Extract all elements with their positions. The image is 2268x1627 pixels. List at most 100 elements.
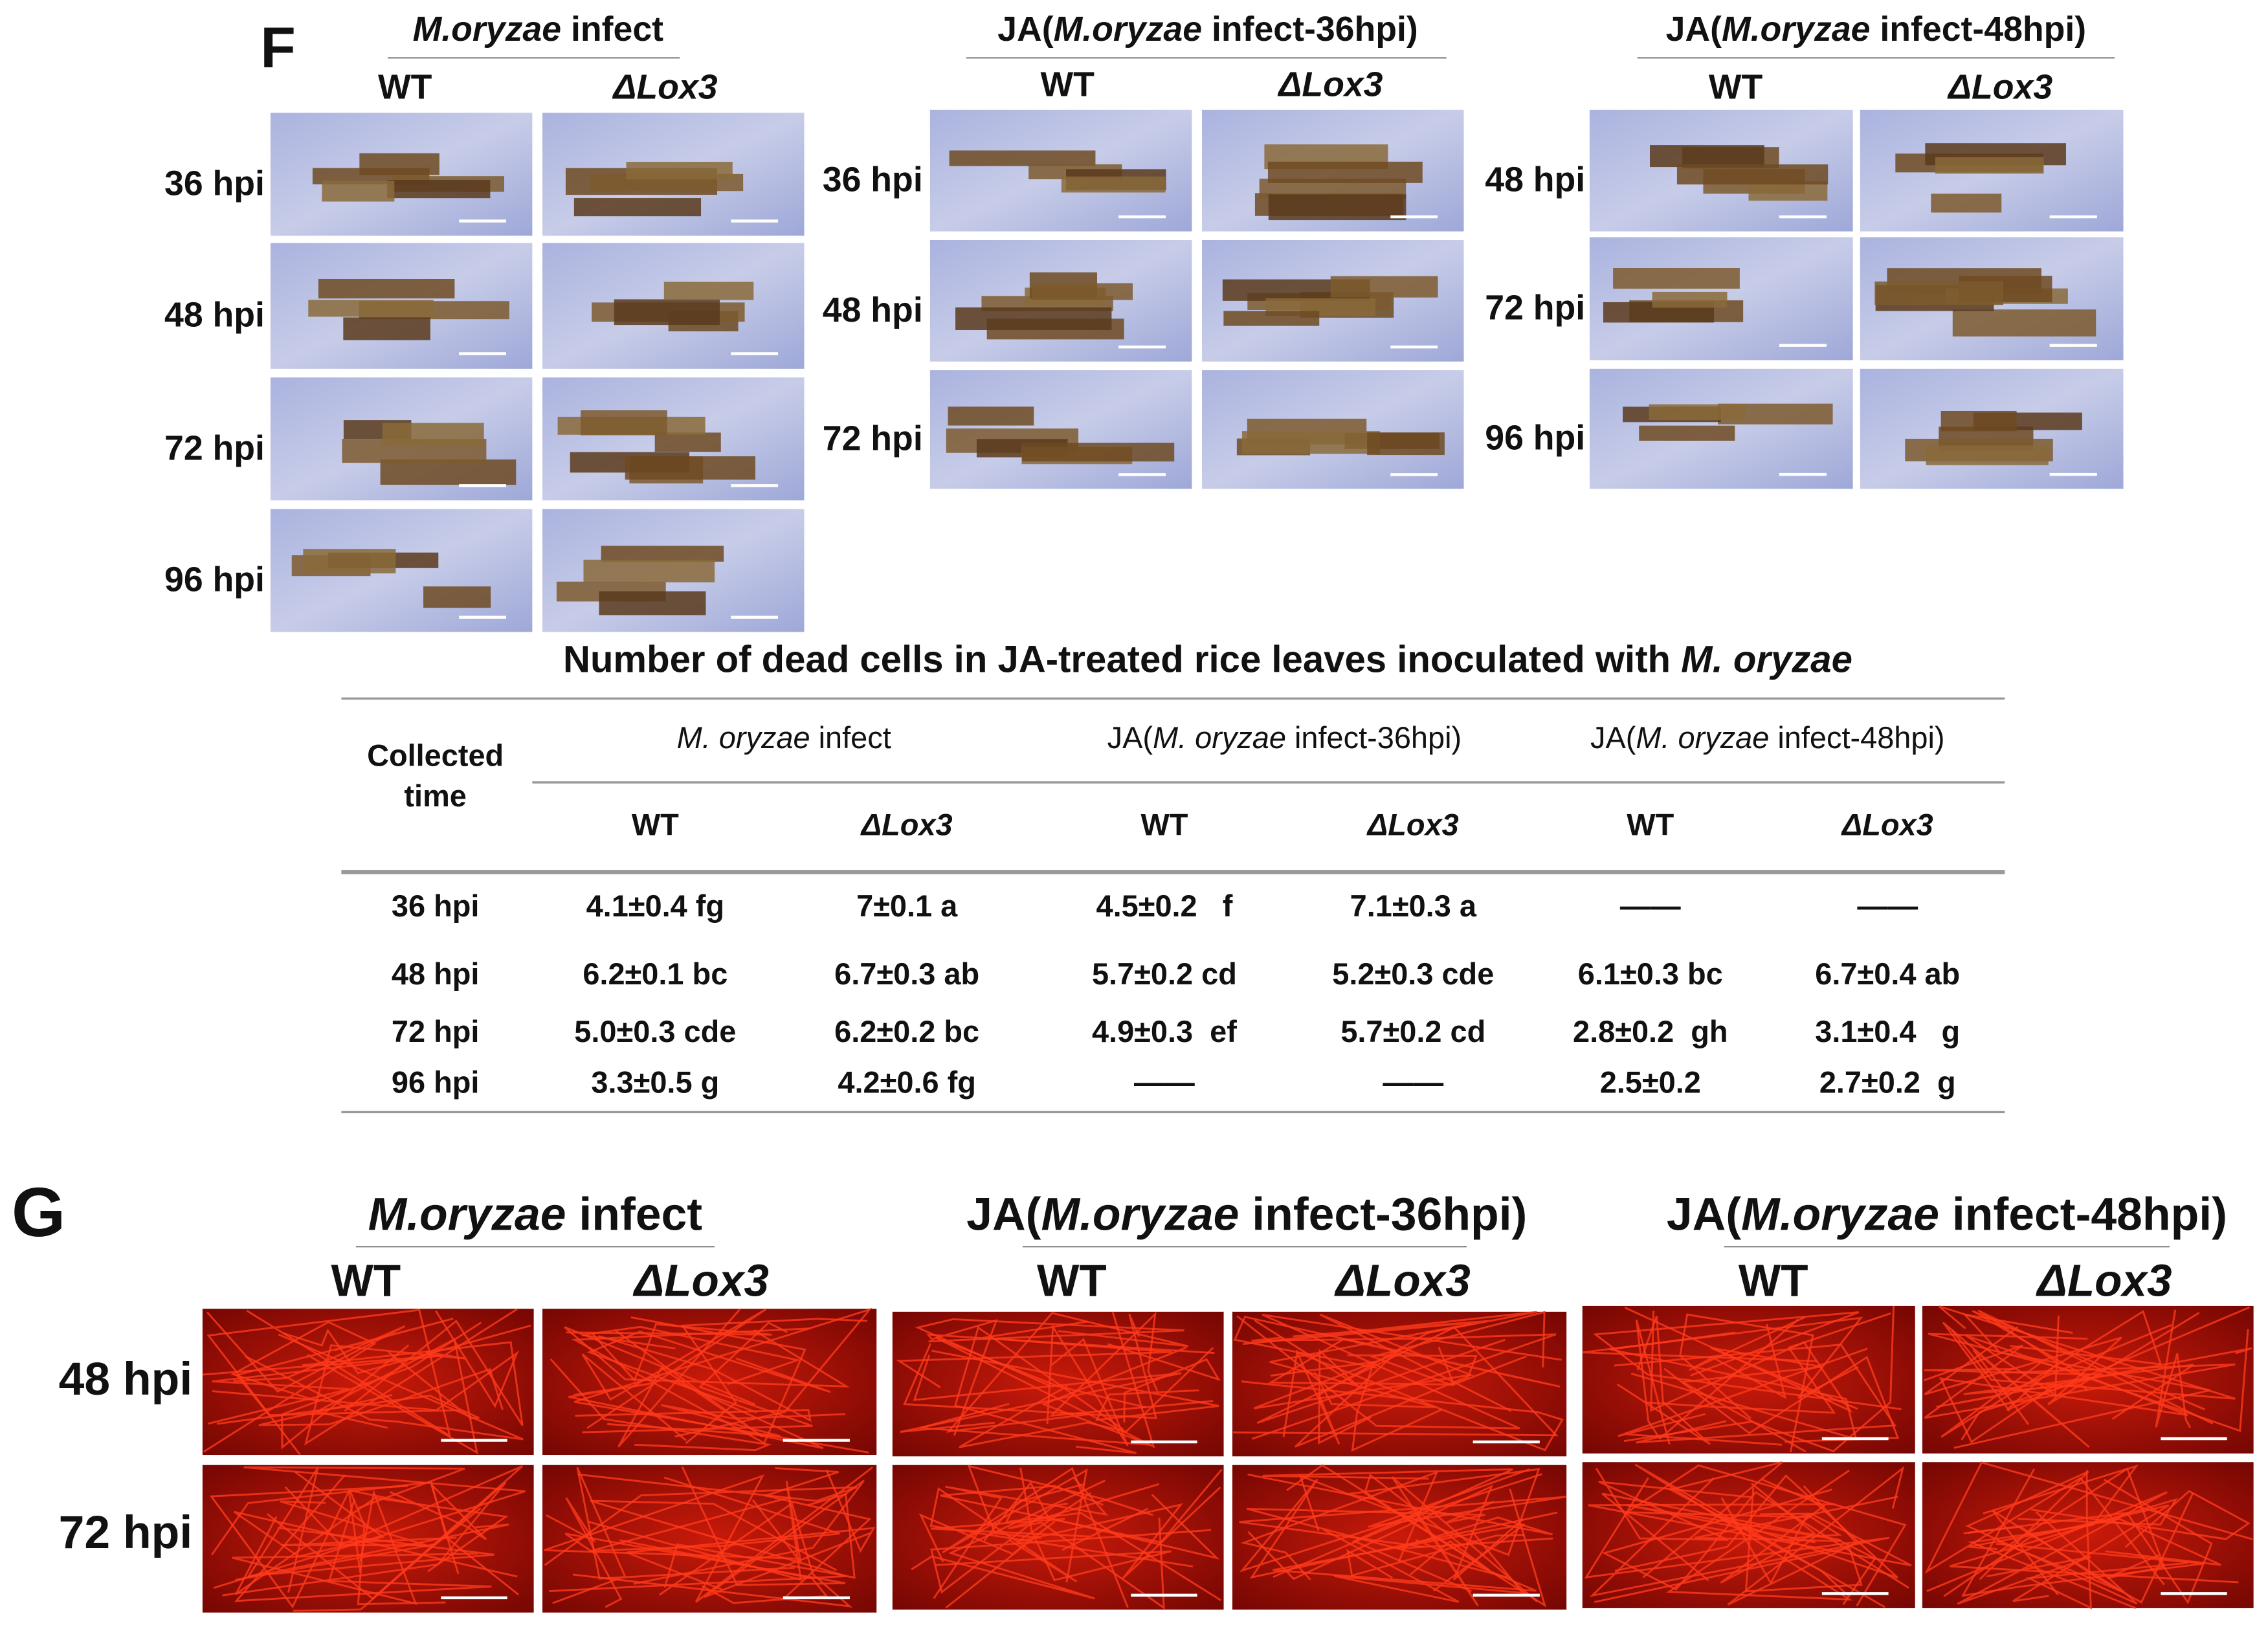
table-cell: 6.2±0.1 bc — [583, 957, 728, 991]
group-title-part: infect-48hpi) — [1939, 1188, 2227, 1240]
group-header-part: JA( — [1107, 722, 1153, 755]
row-label: 72 hpi — [59, 1507, 193, 1558]
hypha — [1616, 1315, 1711, 1445]
hypha — [1924, 1368, 2104, 1441]
dead-cell — [303, 549, 396, 573]
row-label: 72 hpi — [1485, 289, 1585, 327]
dead-cell — [573, 198, 702, 217]
sub-header: ΔLox3 — [1366, 808, 1459, 842]
hypha — [258, 1367, 504, 1426]
dead-cell — [322, 181, 395, 202]
hypha — [574, 1307, 873, 1454]
hypha — [1346, 1534, 1525, 1579]
hypha — [1273, 1476, 1538, 1606]
group-title: JA(M.oryzae infect-36hpi) — [966, 1188, 1527, 1240]
dead-cell — [387, 179, 491, 199]
hypha — [1049, 1311, 1214, 1417]
table-cell: 96 hpi — [392, 1065, 480, 1099]
hypha — [1938, 1305, 2236, 1400]
hypha — [915, 1318, 1184, 1387]
hypha — [942, 1467, 1129, 1608]
group-header-part: infect-48hpi) — [1769, 722, 1944, 755]
hypha — [1634, 1463, 1885, 1608]
hypha — [663, 1492, 856, 1588]
table-cell: 6.1±0.3 bc — [1578, 957, 1723, 991]
dead-cell — [1268, 194, 1406, 221]
dead-cell — [380, 459, 517, 485]
hypha — [546, 1497, 623, 1608]
hypha — [930, 1502, 1212, 1594]
dead-cell — [1676, 164, 1829, 185]
hypha — [1949, 1498, 2239, 1584]
row-header: Collected — [367, 738, 504, 772]
sub-header: WT — [1627, 808, 1674, 842]
hypha — [1689, 1316, 1806, 1399]
hypha — [222, 1481, 507, 1612]
hypha — [1965, 1315, 2249, 1432]
group-title-part: infect-36hpi) — [1202, 10, 1418, 49]
column-label: ΔLox3 — [1334, 1256, 1471, 1306]
table-title-part: Number of dead cells in JA-treated rice … — [563, 639, 1681, 681]
hypha — [614, 1309, 763, 1448]
group-header: M. oryzae infect — [677, 722, 891, 755]
hypha — [1679, 1313, 1814, 1453]
group-title-part: JA( — [997, 10, 1054, 49]
dead-cell — [1223, 311, 1320, 326]
table-cell: 2.7±0.2 g — [1819, 1065, 1956, 1099]
row-label: 48 hpi — [1485, 160, 1585, 199]
hypha — [1046, 1323, 1129, 1446]
group-header-part: M. oryzae — [1153, 722, 1286, 755]
table-cell: 4.1±0.4 fg — [586, 889, 724, 923]
group-title-part: infect-48hpi) — [1870, 10, 2086, 49]
table-cell: 6.7±0.3 ab — [834, 957, 979, 991]
group-title: JA(M.oryzae infect-48hpi) — [1667, 1188, 2227, 1240]
dead-cell — [1652, 291, 1728, 308]
sub-header: WT — [1140, 808, 1188, 842]
hypha — [1624, 1307, 1853, 1413]
dead-cell — [1940, 410, 2017, 432]
dead-cell — [1931, 194, 2002, 213]
group-title-part: JA( — [1667, 1188, 1741, 1240]
hypha — [1939, 1372, 2188, 1444]
hypha — [1924, 1312, 2200, 1406]
table-title-part: M. oryzae — [1681, 639, 1852, 681]
hypha — [1584, 1477, 1890, 1597]
group-title-part: JA( — [966, 1188, 1041, 1240]
hypha — [348, 1489, 446, 1606]
table-cell: 4.2±0.6 fg — [838, 1065, 975, 1099]
table-cell: —— — [1134, 1065, 1195, 1099]
dead-cell — [1639, 425, 1735, 441]
hypha — [1298, 1468, 1540, 1556]
hypha — [304, 1308, 518, 1446]
hypha — [967, 1465, 1153, 1539]
hypha — [1943, 1504, 2170, 1602]
hypha — [2030, 1490, 2251, 1548]
dead-cell — [614, 299, 720, 326]
hypha — [1963, 1478, 2213, 1604]
hypha — [1282, 1330, 1431, 1445]
table-cell: —— — [1383, 1065, 1443, 1099]
dead-cell — [1031, 283, 1133, 300]
table-cell: 5.0±0.3 cde — [574, 1015, 736, 1048]
hypha — [1262, 1468, 1513, 1593]
table-cell: 4.9±0.3 ef — [1092, 1015, 1237, 1048]
hypha — [940, 1468, 1223, 1544]
hypha — [1977, 1306, 2251, 1424]
panel-label: F — [260, 15, 296, 80]
table-cell: 4.5±0.2 f — [1096, 889, 1232, 923]
dead-cell — [601, 546, 724, 562]
hypha — [1233, 1316, 1561, 1388]
column-label: WT — [1041, 65, 1095, 104]
table-cell: 72 hpi — [392, 1015, 480, 1048]
dead-cell — [1367, 432, 1445, 456]
hypha — [1243, 1311, 1537, 1345]
dead-cell — [583, 559, 715, 582]
row-label: 96 hpi — [1485, 419, 1585, 458]
row-label: 48 hpi — [823, 291, 923, 329]
hypha — [1588, 1503, 1912, 1567]
sub-header: ΔLox3 — [1841, 808, 1933, 842]
hypha — [232, 1489, 478, 1605]
hypha — [564, 1326, 850, 1406]
hypha — [1592, 1311, 1902, 1410]
group-title-part: M.oryzae — [413, 10, 561, 49]
